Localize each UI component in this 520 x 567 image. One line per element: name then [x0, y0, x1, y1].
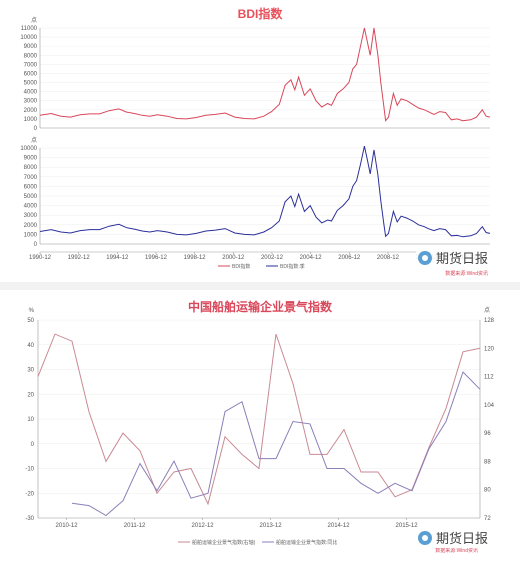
- shipping-y-right-tick-label: 104: [484, 403, 495, 409]
- bdi-y-tick-label: 6000: [24, 71, 38, 77]
- bdi-y-tick-label: 6000: [24, 184, 38, 190]
- bdi-x-tick-label: 1992-12: [68, 255, 91, 261]
- bdi-x-tick-label: 2004-12: [300, 255, 323, 261]
- bdi-y-tick-label: 3000: [24, 99, 38, 105]
- bdi-x-tick-label: 1994-12: [106, 255, 129, 261]
- bdi-y-tick-label: 3000: [24, 213, 38, 219]
- shipping-y-right-tick-label: 88: [484, 459, 491, 465]
- bdi-x-tick-label: 2008-12: [377, 255, 400, 261]
- shipping-y-left-tick-label: 40: [27, 343, 34, 349]
- wechat-logo-icon: [418, 250, 432, 265]
- bdi-y-tick-label: 7000: [24, 175, 38, 181]
- shipping-x-tick-label: 2015-12: [396, 523, 419, 529]
- shipping-y-left-tick-label: 0: [31, 442, 35, 448]
- watermark-bottom: 期货日报: [416, 527, 493, 548]
- bdi-y-tick-label: 5000: [24, 194, 38, 200]
- bdi-y-tick-label: 11000: [21, 26, 38, 32]
- watermark-text-bottom: 期货日报: [436, 531, 489, 546]
- legend-label-index: 船舶运输企业景气指数(右轴): [192, 539, 256, 546]
- bdi-chart-svg: 0 1000 2000 3000 4000 5000 6000 7000 8000 9000 100…: [20, 16, 491, 277]
- bdi-series-line: [39, 145, 491, 238]
- legend-label-yoy: 船舶运输企业景气指数:同比: [276, 539, 337, 546]
- bdi-unit-label: 点: [31, 136, 37, 144]
- bdi-chart-title: BDI指数: [237, 7, 283, 21]
- shipping-series-line: [37, 333, 481, 506]
- bdi-x-tick-label: 2002-12: [261, 255, 284, 261]
- shipping-y-left-tick-label: 20: [27, 392, 34, 398]
- bdi-source-note: 数据来源:Wind资讯: [445, 270, 488, 277]
- bdi-chart-panel: BDI指数 0 1000 2000 3000 4000 5000 6000 7000 8000 9…: [0, 0, 520, 282]
- bdi-x-tick-label: 1998-12: [184, 255, 207, 261]
- bdi-series-line: [39, 27, 491, 122]
- shipping-y-left-tick-label: 50: [27, 318, 34, 324]
- shipping-index-panel: 中国船舶运输企业景气指数 -30 -20 -10 0 10 20 30 40 50 72 80 88 9…: [0, 290, 520, 567]
- panel-separator: [0, 282, 520, 290]
- bdi-y-tick-label: 10000: [20, 35, 37, 41]
- shipping-y-left-tick-label: -10: [25, 467, 34, 473]
- shipping-chart-svg: -30 -20 -10 0 10 20 30 40 50 72 80 88 96 104 112 120 128…: [25, 306, 495, 554]
- shipping-y-right-tick-label: 72: [484, 516, 491, 522]
- shipping-series-line: [71, 371, 481, 517]
- legend-label-bdi: BDI指数: [232, 263, 250, 270]
- shipping-y-right-tick-label: 112: [484, 375, 494, 381]
- bdi-x-tick-label: 2000-12: [222, 255, 245, 261]
- shipping-chart-title: 中国船舶运输企业景气指数: [187, 300, 332, 314]
- bdi-y-tick-label: 4000: [24, 204, 38, 210]
- shipping-y-right-tick-label: 80: [484, 488, 491, 494]
- bdi-y-tick-label: 4000: [24, 90, 38, 96]
- bdi-y-tick-label: 1000: [24, 232, 38, 238]
- bdi-unit-label: 点: [31, 16, 37, 24]
- shipping-x-tick-label: 2013-12: [260, 523, 283, 529]
- shipping-source-note: 数据来源:Wind资讯: [435, 547, 478, 554]
- shipping-y-right-tick-label: 128: [484, 318, 495, 324]
- shipping-y-left-tick-label: -20: [25, 491, 34, 497]
- watermark-top: 期货日报: [416, 247, 493, 268]
- shipping-x-tick-label: 2011-12: [124, 523, 146, 529]
- bdi-y-tick-label: 2000: [24, 108, 38, 114]
- shipping-x-tick-label: 2010-12: [56, 523, 79, 529]
- bdi-y-tick-label: 8000: [24, 53, 38, 59]
- bdi-x-tick-label: 2006-12: [338, 255, 361, 261]
- bdi-y-tick-label: 2000: [24, 223, 38, 229]
- shipping-y-right-tick-label: 120: [484, 346, 495, 352]
- bdi-y-tick-label: 10000: [20, 146, 37, 152]
- shipping-y-left-tick-label: 10: [27, 417, 34, 423]
- watermark-text-top: 期货日报: [436, 251, 489, 266]
- shipping-x-tick-label: 2012-12: [192, 523, 215, 529]
- bdi-y-tick-label: 9000: [24, 156, 38, 162]
- bdi-y-tick-label: 8000: [24, 165, 38, 171]
- shipping-y-left-tick-label: 30: [27, 368, 34, 374]
- legend-label-bdi-q: BDI指数:季: [280, 263, 305, 270]
- shipping-right-unit: 点: [484, 306, 490, 314]
- bdi-y-tick-label: 0: [34, 242, 38, 248]
- bdi-y-tick-label: 9000: [24, 44, 38, 50]
- bdi-y-tick-label: 1000: [24, 117, 38, 123]
- bdi-y-tick-label: 7000: [24, 62, 38, 68]
- shipping-x-tick-label: 2014-12: [328, 523, 351, 529]
- bdi-y-tick-label: 5000: [24, 81, 38, 87]
- shipping-y-right-tick-label: 96: [484, 431, 491, 437]
- wechat-logo-icon: [418, 530, 432, 545]
- bdi-y-tick-label: 0: [34, 126, 38, 132]
- shipping-y-left-tick-label: -30: [25, 516, 34, 522]
- bdi-x-tick-label: 1996-12: [145, 255, 168, 261]
- shipping-left-unit: %: [29, 308, 35, 314]
- bdi-x-tick-label: 1990-12: [29, 255, 52, 261]
